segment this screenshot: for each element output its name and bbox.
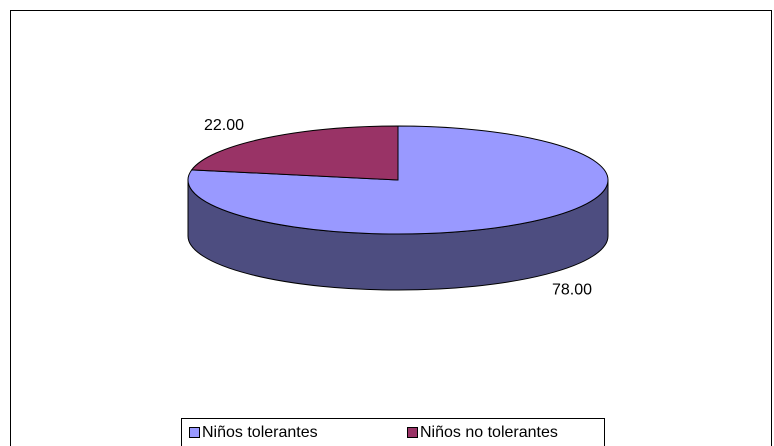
pie-slice [190,125,399,181]
legend-label: Niños no tolerantes [420,424,558,441]
legend-label: Niños tolerantes [202,424,318,441]
legend-swatch [407,427,418,438]
data-label: 78.00 [552,281,592,298]
data-label: 22.00 [204,117,244,134]
legend-swatch [189,427,200,438]
legend-box [181,418,605,446]
